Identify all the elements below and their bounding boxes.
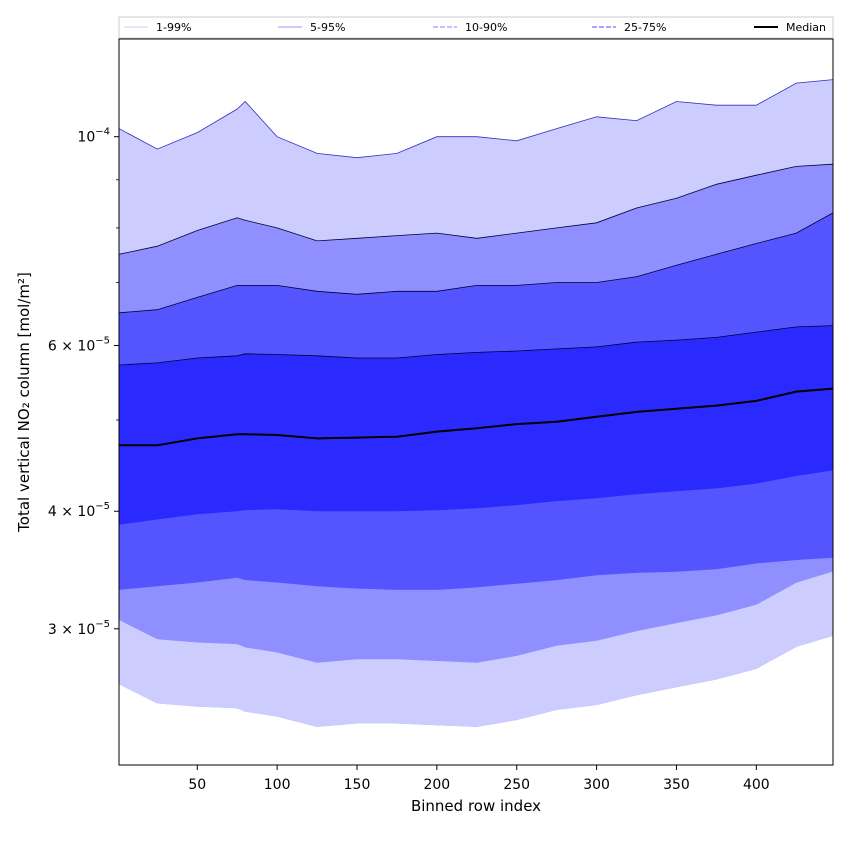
x-tick-label: 400 [743, 777, 770, 793]
x-tick-label: 100 [264, 777, 291, 793]
y-tick-label: 4 × 10−5 [48, 501, 110, 520]
band-edge-5-95 [119, 163, 833, 255]
legend-label: 1-99% [156, 21, 191, 34]
band-1-5-lower [119, 571, 833, 727]
x-tick-label: 50 [188, 777, 206, 793]
x-tick-label: 350 [663, 777, 690, 793]
band-25-75 [119, 325, 833, 525]
y-axis: 3 × 10−54 × 10−56 × 10−510−4 [48, 127, 119, 638]
legend-label: Median [786, 21, 826, 34]
legend-frame [118, 16, 834, 39]
median-group [119, 387, 833, 447]
x-axis: 50 100 150 200 250 300 350 400 [188, 765, 770, 793]
band-edge-1-99 [119, 79, 833, 159]
band-below-1 [119, 635, 833, 765]
y-tick-label: 6 × 10−5 [48, 336, 110, 355]
legend-label: 10-90% [465, 21, 507, 34]
y-axis-label: Total vertical NO₂ column [mol/m²] [15, 272, 33, 533]
median-line [119, 387, 833, 447]
band-group [119, 79, 833, 765]
y-tick-label: 3 × 10−5 [48, 619, 110, 638]
legend: 1-99% 5-95% 10-90% 25-75% Median [118, 16, 834, 39]
band-edge-25-75 [119, 325, 833, 366]
x-tick-label: 250 [503, 777, 530, 793]
legend-label: 5-95% [310, 21, 345, 34]
x-tick-label: 300 [583, 777, 610, 793]
legend-label: 25-75% [624, 21, 666, 34]
x-tick-label: 200 [423, 777, 450, 793]
x-axis-label: Binned row index [411, 797, 541, 815]
plot-frame [118, 38, 834, 766]
x-tick-label: 150 [344, 777, 371, 793]
band-edge-10-90 [119, 212, 833, 314]
